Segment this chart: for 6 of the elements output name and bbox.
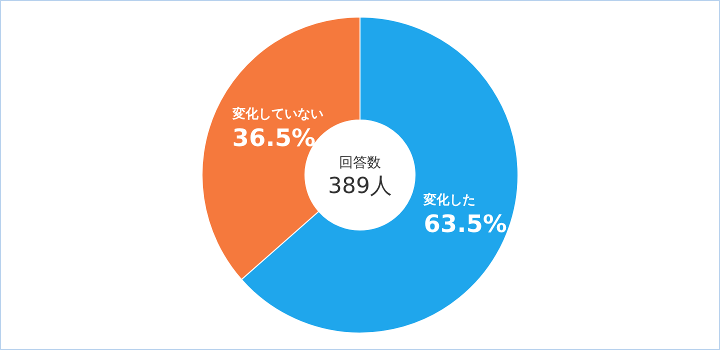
data-label: 36.5%	[232, 124, 316, 152]
data-label: 63.5%	[424, 210, 507, 238]
slice-label: 変化した	[422, 192, 476, 208]
slice-label: 変化していない	[231, 106, 324, 122]
text: 389人	[328, 174, 392, 199]
text: 回答数	[339, 155, 381, 171]
